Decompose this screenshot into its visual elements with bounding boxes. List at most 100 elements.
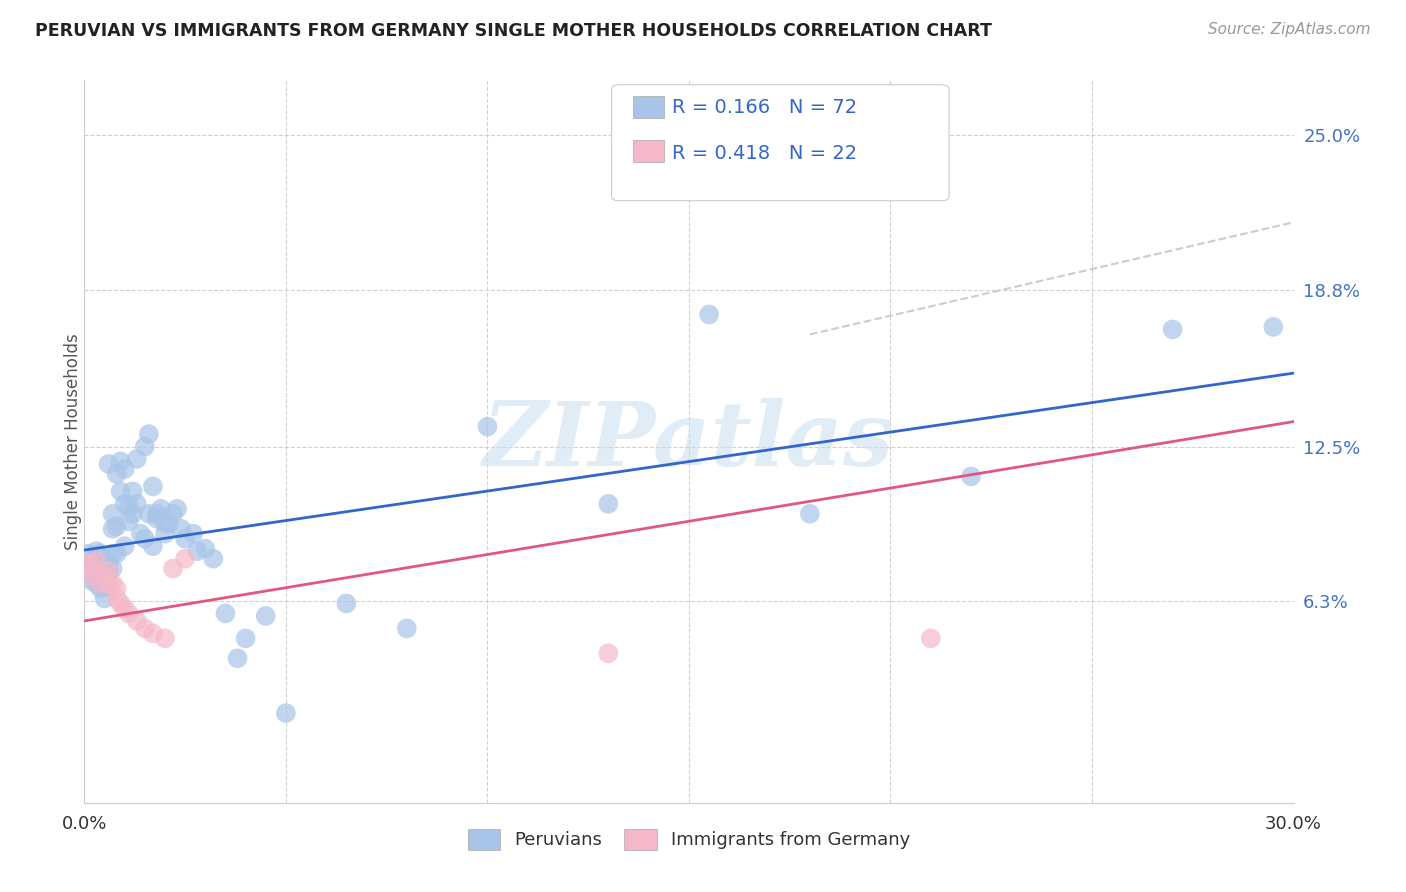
Point [93, 569, 115, 583]
Point [97, 457, 120, 471]
Point [118, 500, 141, 514]
Point [105, 519, 128, 533]
Point [114, 497, 136, 511]
Point [89, 561, 111, 575]
Point [121, 484, 143, 499]
Point [170, 522, 193, 536]
Point [118, 607, 141, 621]
Point [86, 559, 108, 574]
Point [697, 308, 720, 322]
Point [110, 454, 132, 468]
Point [82, 569, 104, 583]
Point [142, 626, 165, 640]
Point [194, 541, 217, 556]
Point [114, 539, 136, 553]
Point [86, 554, 108, 568]
Point [335, 597, 357, 611]
Point [174, 532, 197, 546]
Point [93, 579, 115, 593]
Point [214, 607, 236, 621]
Point [598, 497, 620, 511]
Point [254, 609, 277, 624]
Point [125, 614, 148, 628]
Point [101, 576, 124, 591]
Point [86, 566, 108, 581]
Point [226, 651, 249, 665]
Point [121, 507, 143, 521]
Point [118, 514, 141, 528]
Point [105, 582, 128, 596]
Point [86, 576, 108, 591]
Legend: Peruvians, Immigrants from Germany: Peruvians, Immigrants from Germany [458, 820, 920, 859]
Point [960, 469, 983, 483]
Point [82, 564, 104, 578]
Point [153, 526, 176, 541]
Point [395, 621, 418, 635]
Point [93, 569, 115, 583]
Point [146, 512, 169, 526]
Point [1161, 322, 1184, 336]
Text: PERUVIAN VS IMMIGRANTS FROM GERMANY SINGLE MOTHER HOUSEHOLDS CORRELATION CHART: PERUVIAN VS IMMIGRANTS FROM GERMANY SING… [35, 22, 993, 40]
Point [101, 522, 124, 536]
Point [477, 419, 499, 434]
Point [235, 632, 257, 646]
Point [105, 547, 128, 561]
Point [138, 427, 160, 442]
Point [202, 551, 225, 566]
Point [125, 497, 148, 511]
Point [162, 561, 184, 575]
Point [82, 574, 104, 588]
Point [89, 576, 111, 591]
Point [89, 582, 111, 596]
Point [77, 547, 100, 561]
Point [142, 539, 165, 553]
Point [598, 646, 620, 660]
Point [134, 532, 156, 546]
Point [142, 479, 165, 493]
Point [89, 547, 111, 561]
Point [82, 561, 104, 575]
Point [149, 501, 172, 516]
Point [97, 566, 120, 581]
Point [174, 551, 197, 566]
Point [77, 557, 100, 571]
Point [97, 564, 120, 578]
Point [105, 591, 128, 606]
Point [157, 516, 180, 531]
Point [101, 547, 124, 561]
Point [134, 440, 156, 454]
Y-axis label: Single Mother Households: Single Mother Households [65, 334, 82, 549]
Point [125, 452, 148, 467]
Point [114, 462, 136, 476]
Point [82, 554, 104, 568]
Point [186, 544, 208, 558]
Point [77, 557, 100, 571]
Point [138, 507, 160, 521]
Text: ZIPatlas: ZIPatlas [484, 399, 894, 484]
Point [181, 526, 204, 541]
Point [134, 621, 156, 635]
Point [274, 706, 297, 720]
Text: Source: ZipAtlas.com: Source: ZipAtlas.com [1208, 22, 1371, 37]
Point [97, 557, 120, 571]
Point [166, 501, 188, 516]
Point [101, 561, 124, 575]
Point [153, 632, 176, 646]
Point [110, 484, 132, 499]
Point [799, 507, 821, 521]
Point [105, 467, 128, 481]
Point [97, 576, 120, 591]
Point [146, 507, 169, 521]
Point [101, 507, 124, 521]
Text: R = 0.166   N = 72: R = 0.166 N = 72 [672, 98, 858, 117]
Point [129, 526, 152, 541]
Point [110, 597, 132, 611]
Point [93, 561, 115, 575]
Point [93, 591, 115, 606]
Text: R = 0.418   N = 22: R = 0.418 N = 22 [672, 145, 858, 163]
Point [114, 601, 136, 615]
Point [162, 507, 184, 521]
Point [1263, 320, 1285, 334]
Point [153, 516, 176, 531]
Point [920, 632, 942, 646]
